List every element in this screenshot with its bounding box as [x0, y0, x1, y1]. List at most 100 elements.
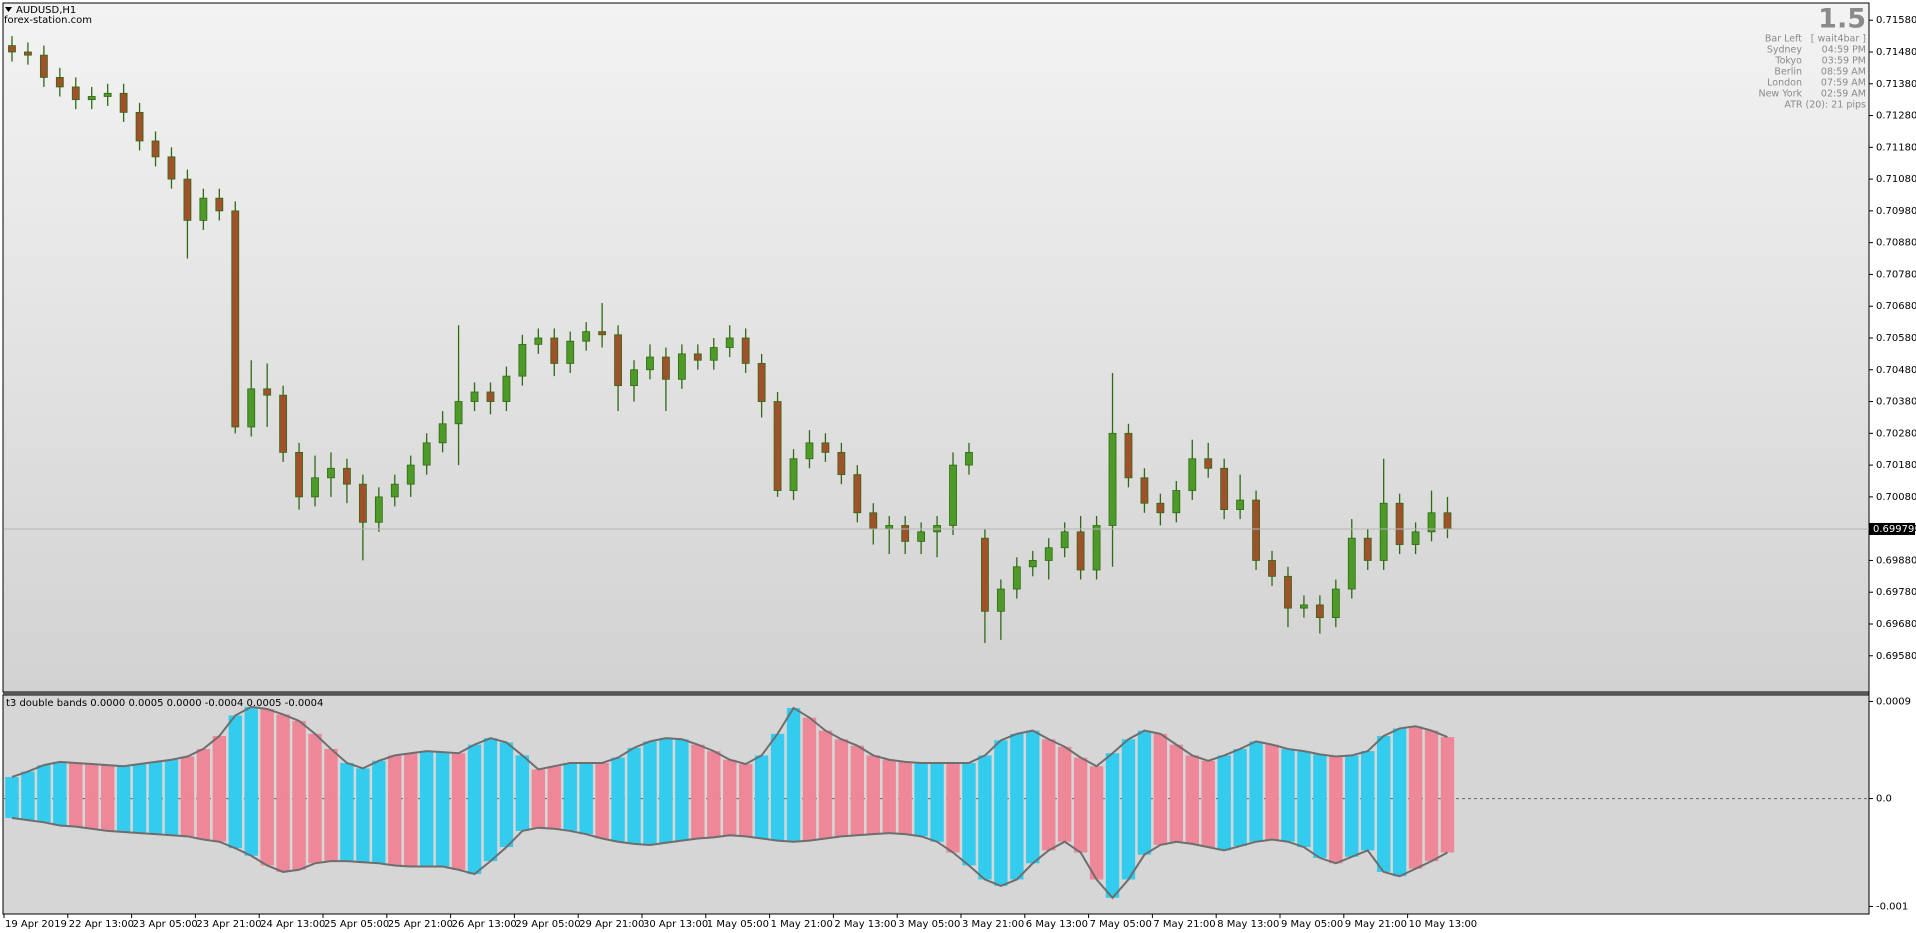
- candle-body: [119, 92, 128, 113]
- y-tick-label: 0.71580: [1876, 15, 1916, 26]
- band-bar: [1281, 748, 1295, 799]
- band-bar: [1073, 798, 1088, 853]
- candle-body: [55, 77, 64, 88]
- candle-body: [885, 525, 894, 530]
- candle-body: [279, 394, 288, 453]
- candle-body: [821, 442, 830, 453]
- band-bar: [1345, 798, 1359, 857]
- y-tick-label: 0.70580: [1876, 333, 1916, 344]
- x-tick-label: 24 Apr 13:00: [260, 919, 325, 930]
- band-bar: [1201, 760, 1215, 799]
- candle-body: [534, 337, 543, 345]
- band-bar: [994, 798, 1008, 886]
- band-bar: [356, 768, 370, 799]
- candle-body: [1443, 512, 1452, 530]
- indicator-title: t3 double bands 0.0000 0.0005 0.0000 -0.…: [6, 698, 323, 709]
- candle-body: [24, 51, 32, 56]
- info-rows: Bar Left [ wait4bar ] Sydney 04:59 PM To…: [1758, 34, 1866, 111]
- band-bar: [707, 751, 721, 799]
- band-bar: [643, 798, 657, 845]
- band-bar: [53, 761, 67, 799]
- band-bar: [786, 798, 801, 842]
- candle-body: [981, 537, 989, 612]
- candle-body: [1156, 502, 1165, 514]
- band-bar: [356, 798, 370, 863]
- band-bar: [212, 735, 227, 799]
- band-bar: [292, 720, 306, 799]
- x-tick-label: 30 Apr 13:00: [643, 919, 708, 930]
- band-bar: [898, 761, 912, 799]
- y-tick-label: 0.70880: [1876, 238, 1916, 249]
- band-bar: [340, 762, 354, 799]
- band-bar: [1361, 751, 1375, 799]
- info-value: [ wait4bar ]: [1811, 34, 1866, 45]
- band-bar: [707, 798, 721, 838]
- y-tick-label: 0.69880: [1876, 555, 1916, 566]
- band-bar: [515, 755, 530, 799]
- candle-body: [1092, 525, 1101, 571]
- band-bar: [419, 751, 434, 799]
- band-bar: [1169, 744, 1184, 799]
- info-value: 03:59 PM: [1822, 56, 1866, 67]
- last-price-label: 0.69979: [1873, 524, 1914, 535]
- x-tick-label: 22 Apr 13:00: [69, 919, 134, 930]
- band-bar: [643, 741, 657, 799]
- band-bar: [21, 771, 35, 799]
- band-bar: [1297, 798, 1311, 848]
- band-bar: [1137, 730, 1152, 799]
- band-bar: [1265, 798, 1279, 840]
- candle-body: [1140, 477, 1149, 504]
- candle-body: [247, 388, 256, 428]
- candle-body: [1427, 512, 1436, 533]
- band-bar: [1376, 735, 1391, 799]
- candle-body: [8, 45, 16, 53]
- band-bar: [818, 798, 833, 839]
- band-bar: [1169, 798, 1184, 842]
- candle-body: [103, 92, 112, 97]
- candle-body: [965, 451, 973, 466]
- band-bar: [1105, 753, 1120, 799]
- band-bar: [451, 753, 466, 799]
- candle-body: [853, 474, 862, 514]
- band-bar: [164, 798, 179, 836]
- x-tick-label: 29 Apr 21:00: [579, 919, 644, 930]
- band-bar: [148, 798, 163, 835]
- band-bar: [1408, 726, 1423, 799]
- x-tick-label: 3 May 21:00: [962, 919, 1024, 930]
- info-value: 04:59 PM: [1822, 45, 1866, 56]
- x-tick-label: 3 May 05:00: [898, 919, 960, 930]
- candle-body: [1300, 604, 1308, 609]
- band-bar: [1440, 737, 1455, 799]
- dropdown-icon[interactable]: [5, 7, 12, 12]
- candle-body: [71, 86, 80, 101]
- candle-body: [1028, 560, 1037, 568]
- band-bar: [531, 769, 546, 799]
- candle-body: [725, 337, 734, 348]
- candle-body: [151, 140, 160, 158]
- band-bar: [1010, 798, 1024, 880]
- band-bar: [770, 733, 785, 799]
- spread-value: 1.5: [1818, 4, 1866, 35]
- candle-body: [917, 531, 926, 542]
- candle-body: [486, 391, 495, 402]
- band-bar: [723, 759, 737, 799]
- candle-body: [215, 197, 224, 212]
- candle-body: [454, 401, 463, 425]
- band-bar: [340, 798, 354, 862]
- band-bar: [85, 798, 99, 829]
- candle-body: [901, 525, 910, 542]
- band-bar: [946, 762, 960, 799]
- band-bar: [1345, 755, 1359, 799]
- band-bar: [946, 798, 960, 853]
- band-bar: [1217, 798, 1231, 851]
- band-bar: [37, 798, 51, 823]
- band-bar: [1026, 798, 1040, 864]
- band-bar: [53, 798, 67, 826]
- candle-body: [1108, 432, 1117, 526]
- band-bar: [834, 739, 849, 799]
- band-bar: [404, 798, 418, 867]
- watermark: forex-station.com: [4, 15, 92, 26]
- band-bar: [196, 748, 211, 799]
- band-bar: [1121, 798, 1136, 880]
